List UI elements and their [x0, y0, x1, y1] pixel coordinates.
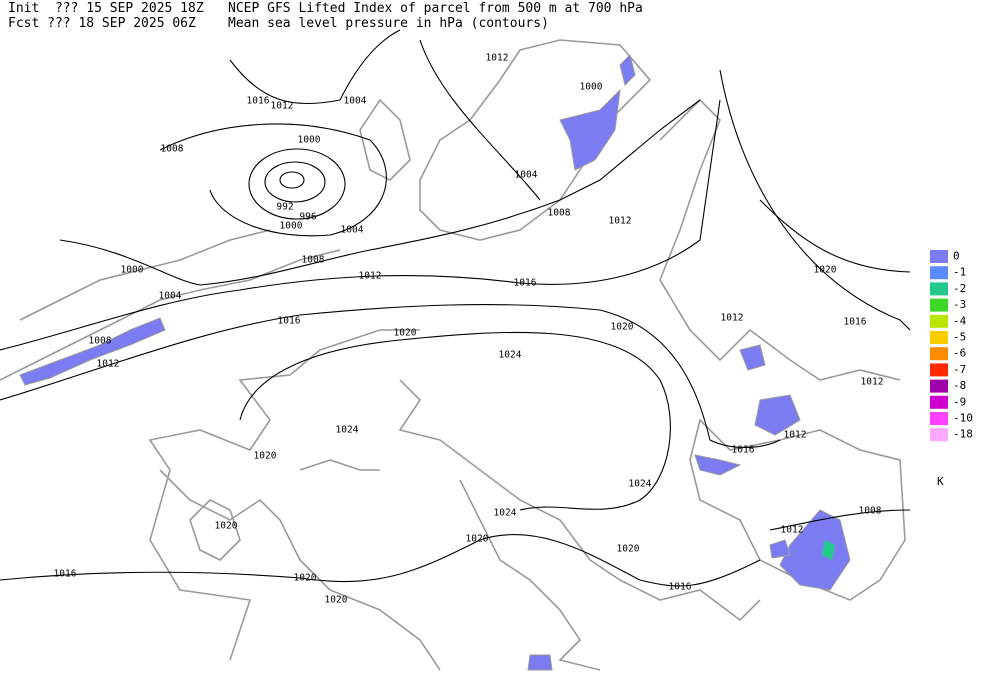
- map-title: NCEP GFS Lifted Index of parcel from 500…: [228, 1, 643, 16]
- map-subtitle: Mean sea level pressure in hPa (contours…: [228, 16, 549, 31]
- contour-label: 1012: [784, 430, 807, 441]
- init-label: Init ??? 15 SEP 2025 18Z: [8, 1, 204, 16]
- contour-label: 1020: [325, 595, 348, 606]
- legend-unit: K: [937, 475, 944, 488]
- legend-swatch: [930, 379, 948, 393]
- legend: K 0 -1 -2 -3 -4 -5 -6 -7 -8 -9 -10 -18: [930, 250, 973, 488]
- contour-label: 1016: [54, 569, 77, 580]
- contour-label: 1012: [861, 377, 884, 388]
- contour-label: 1012: [609, 216, 632, 227]
- contour-label: 1016: [732, 445, 755, 456]
- legend-label: -1: [953, 266, 966, 279]
- contour-label: 1020: [294, 573, 317, 584]
- contour-label: 1008: [89, 336, 112, 347]
- isobars: [0, 29, 911, 587]
- contour-label: 1024: [336, 425, 359, 436]
- legend-label: -3: [953, 298, 966, 311]
- contour-label: 1020: [611, 322, 634, 333]
- contour-label: 1020: [617, 544, 640, 555]
- blue-areas: [19, 54, 851, 671]
- legend-swatch: [930, 428, 948, 442]
- contour-label: 1012: [486, 53, 509, 64]
- fcst-label: Fcst ??? 18 SEP 2025 06Z: [8, 16, 196, 31]
- legend-swatch: [930, 314, 948, 328]
- legend-swatch: [930, 250, 948, 263]
- green-area: [822, 540, 835, 560]
- contour-label: 1004: [515, 170, 538, 181]
- legend-label: -7: [953, 363, 966, 376]
- contour-label: 1020: [814, 265, 837, 276]
- contour-label: 1016: [514, 278, 537, 289]
- contour-label: 1016: [278, 316, 301, 327]
- legend-label: -4: [953, 314, 967, 327]
- legend-swatch: [930, 412, 948, 425]
- legend-swatch: [930, 347, 948, 361]
- contour-label: 1004: [344, 96, 367, 107]
- contour-label: 1020: [394, 328, 417, 339]
- contour-label: 1020: [215, 521, 238, 532]
- contour-label: 1008: [548, 208, 571, 219]
- contour-label: 1016: [247, 96, 270, 107]
- legend-label: -2: [953, 282, 966, 295]
- contour-label: 1004: [341, 225, 364, 236]
- legend-label: -8: [953, 379, 966, 392]
- contour-label: 1008: [161, 144, 184, 155]
- legend-swatch: [930, 331, 948, 344]
- contour-label: 1024: [494, 508, 517, 519]
- legend-swatch: [930, 282, 948, 296]
- legend-label: -9: [953, 395, 966, 408]
- contour-labels: 1012 1016 1012 1004 1000 1008 1000 992 9…: [54, 53, 884, 606]
- contour-label: 1004: [159, 291, 182, 302]
- contour-label: 1012: [721, 313, 744, 324]
- coastlines: [0, 39, 906, 671]
- contour-label: 1000: [121, 265, 144, 276]
- contour-label: 992: [276, 202, 293, 213]
- contour-label: 1012: [97, 359, 120, 370]
- contour-label: 1024: [629, 479, 652, 490]
- legend-label: 0: [953, 250, 960, 263]
- contour-label: 1000: [580, 82, 603, 93]
- contour-label: 1016: [669, 582, 692, 593]
- legend-swatch: [930, 363, 948, 377]
- contour-label: 1012: [781, 525, 804, 536]
- legend-label: -10: [953, 412, 973, 425]
- contour-label: 1012: [359, 271, 382, 282]
- legend-swatch: [930, 266, 948, 280]
- legend-label: -6: [953, 347, 966, 360]
- contour-label: 996: [299, 212, 316, 223]
- legend-label: -18: [953, 428, 973, 441]
- contour-label: 1012: [271, 101, 294, 112]
- contour-label: 1000: [280, 221, 303, 232]
- legend-swatch: [930, 298, 948, 312]
- contour-label: 1024: [499, 350, 522, 361]
- contour-label: 1008: [302, 255, 325, 266]
- legend-label: -5: [953, 331, 966, 344]
- contour-label: 1020: [466, 534, 489, 545]
- contour-label: 1020: [254, 451, 277, 462]
- legend-swatch: [930, 395, 948, 409]
- contour-label: 1000: [298, 135, 321, 146]
- contour-label: 1016: [844, 317, 867, 328]
- contour-label: 1008: [859, 506, 882, 517]
